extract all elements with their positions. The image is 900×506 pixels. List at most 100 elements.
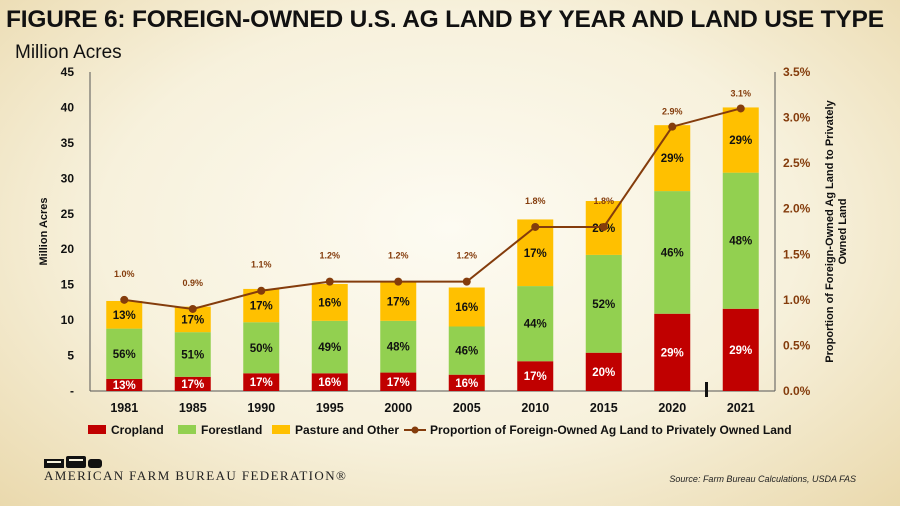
cropland-bar xyxy=(380,372,417,391)
bar-data-label: 46% xyxy=(661,247,684,259)
y-tick-label: 10 xyxy=(61,313,75,327)
y-tick-label: 45 xyxy=(61,65,75,79)
bar-data-label: 16% xyxy=(318,297,341,309)
cropland-bar xyxy=(243,373,280,391)
pasture-bar xyxy=(722,107,759,173)
bar-data-label: 16% xyxy=(455,378,478,390)
pasture-bar xyxy=(448,287,485,327)
y-tick-label: 5 xyxy=(67,349,74,363)
proportion-line xyxy=(124,107,742,310)
bar-data-label: 29% xyxy=(729,135,752,147)
x-tick-label: 2005 xyxy=(453,401,481,415)
proportion-point xyxy=(531,222,540,231)
y2-tick-label: 2.0% xyxy=(783,202,811,216)
x-tick-label: 2020 xyxy=(658,401,686,415)
x-tick-label: 2021 xyxy=(727,401,755,415)
y2-axis-title: Proportion of Foreign-Owned Ag Land to P… xyxy=(824,99,849,362)
proportion-data-label: 1.2% xyxy=(388,251,409,261)
break-marker xyxy=(705,382,708,397)
proportion-point xyxy=(462,277,471,286)
x-tick-label: 1981 xyxy=(110,401,138,415)
proportion-data-label: 1.8% xyxy=(593,196,614,206)
bar-data-label: 20% xyxy=(592,367,615,379)
forestland-bar xyxy=(654,191,691,314)
organization-name: AMERICAN FARM BUREAU FEDERATION® xyxy=(44,468,348,483)
x-tick-label: 1990 xyxy=(247,401,275,415)
bar-data-label: 17% xyxy=(387,296,410,308)
bar-data-label: 17% xyxy=(181,379,204,391)
bar-data-label: 48% xyxy=(387,342,410,354)
bar-data-label: 44% xyxy=(524,319,547,331)
cropland-bar xyxy=(448,374,485,391)
cropland-bar xyxy=(174,376,211,391)
y2-tick-label: 1.5% xyxy=(783,247,811,261)
bar-data-label: 17% xyxy=(387,377,410,389)
farm-bureau-logo-icon xyxy=(44,456,102,468)
y-tick-label: - xyxy=(70,384,74,398)
proportion-data-label: 1.2% xyxy=(319,251,340,261)
bar-data-label: 17% xyxy=(524,371,547,383)
proportion-point xyxy=(325,277,334,286)
proportion-point xyxy=(257,286,266,295)
pasture-bar xyxy=(106,300,143,329)
bar-data-label: 29% xyxy=(661,347,684,359)
proportion-data-label: 3.1% xyxy=(730,88,751,98)
y-tick-label: 40 xyxy=(61,100,75,114)
proportion-point xyxy=(736,104,745,113)
forestland-bar xyxy=(585,254,622,353)
bar-data-label: 51% xyxy=(181,349,204,361)
bar-data-label: 17% xyxy=(250,377,273,389)
y2-tick-label: 3.5% xyxy=(783,65,811,79)
proportion-point xyxy=(188,304,197,313)
x-tick-label: 1985 xyxy=(179,401,207,415)
chart-subtitle: Million Acres xyxy=(15,42,122,63)
y-tick-label: 25 xyxy=(61,207,75,221)
forestland-bar xyxy=(243,322,280,374)
cropland-bar xyxy=(106,378,143,391)
proportion-data-label: 0.9% xyxy=(182,278,203,288)
x-tick-label: 2000 xyxy=(384,401,412,415)
x-tick-label: 1995 xyxy=(316,401,344,415)
pasture-bar xyxy=(654,125,691,192)
y-tick-label: 35 xyxy=(61,136,75,150)
legend-label: Pasture and Other xyxy=(295,423,399,437)
bar-data-label: 17% xyxy=(181,314,204,326)
y-tick-label: 20 xyxy=(61,242,75,256)
forestland-bar xyxy=(380,320,417,373)
bar-data-label: 16% xyxy=(455,302,478,314)
forestland-bar xyxy=(311,320,348,374)
bar-data-label: 52% xyxy=(592,299,615,311)
proportion-data-label: 1.2% xyxy=(456,251,477,261)
legend-label: Proportion of Foreign-Owned Ag Land to P… xyxy=(430,423,792,437)
proportion-data-label: 1.0% xyxy=(114,269,135,279)
bar-data-label: 56% xyxy=(113,349,136,361)
forestland-bar xyxy=(517,286,554,362)
bar-data-label: 50% xyxy=(250,343,273,355)
bar-data-label: 29% xyxy=(729,345,752,357)
cropland-bar xyxy=(311,373,348,391)
bar-data-label: 17% xyxy=(250,301,273,313)
y-tick-label: 15 xyxy=(61,278,75,292)
forestland-bar xyxy=(448,326,485,375)
bar-data-label: 48% xyxy=(729,236,752,248)
legend-swatch xyxy=(272,425,290,434)
chart-title: FIGURE 6: FOREIGN-OWNED U.S. AG LAND BY … xyxy=(6,6,884,33)
cropland-bar xyxy=(517,361,554,391)
cropland-bar xyxy=(654,313,691,391)
bar-data-label: 17% xyxy=(524,248,547,260)
proportion-point xyxy=(394,277,403,286)
forestland-bar xyxy=(106,328,143,379)
proportion-point xyxy=(120,295,129,304)
proportion-data-label: 2.9% xyxy=(662,107,683,117)
forestland-bar xyxy=(174,332,211,377)
bar-data-label: 29% xyxy=(661,153,684,165)
proportion-data-label: 1.1% xyxy=(251,260,272,270)
y2-tick-label: 2.5% xyxy=(783,156,811,170)
y2-tick-label: 0.0% xyxy=(783,384,811,398)
y2-tick-label: 1.0% xyxy=(783,293,811,307)
legend-swatch xyxy=(88,425,106,434)
y-axis-title: Million Acres xyxy=(38,197,50,265)
proportion-point xyxy=(668,122,677,131)
legend-label: Cropland xyxy=(111,423,164,437)
